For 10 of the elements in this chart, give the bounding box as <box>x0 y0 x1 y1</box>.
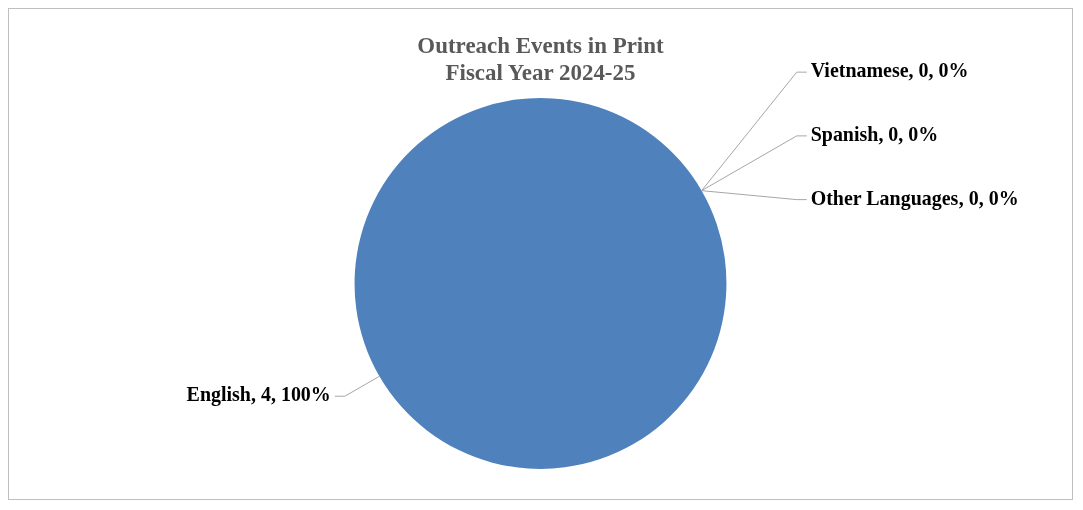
data-label: , 4, 100% <box>250 383 331 406</box>
chart-subtitle: Fiscal Year 2024-25 <box>445 60 636 86</box>
text: , 0, 0% <box>958 186 1019 209</box>
slice-label: English <box>186 383 251 407</box>
chart-title: Outreach Events in Print <box>417 32 664 58</box>
category-label: Vietnamese <box>810 59 909 82</box>
text: , 0, 0% <box>908 59 969 82</box>
text: , 0, 0% <box>878 123 939 146</box>
category-label: Spanish <box>810 123 879 146</box>
category-label: Other Languages <box>810 186 959 209</box>
